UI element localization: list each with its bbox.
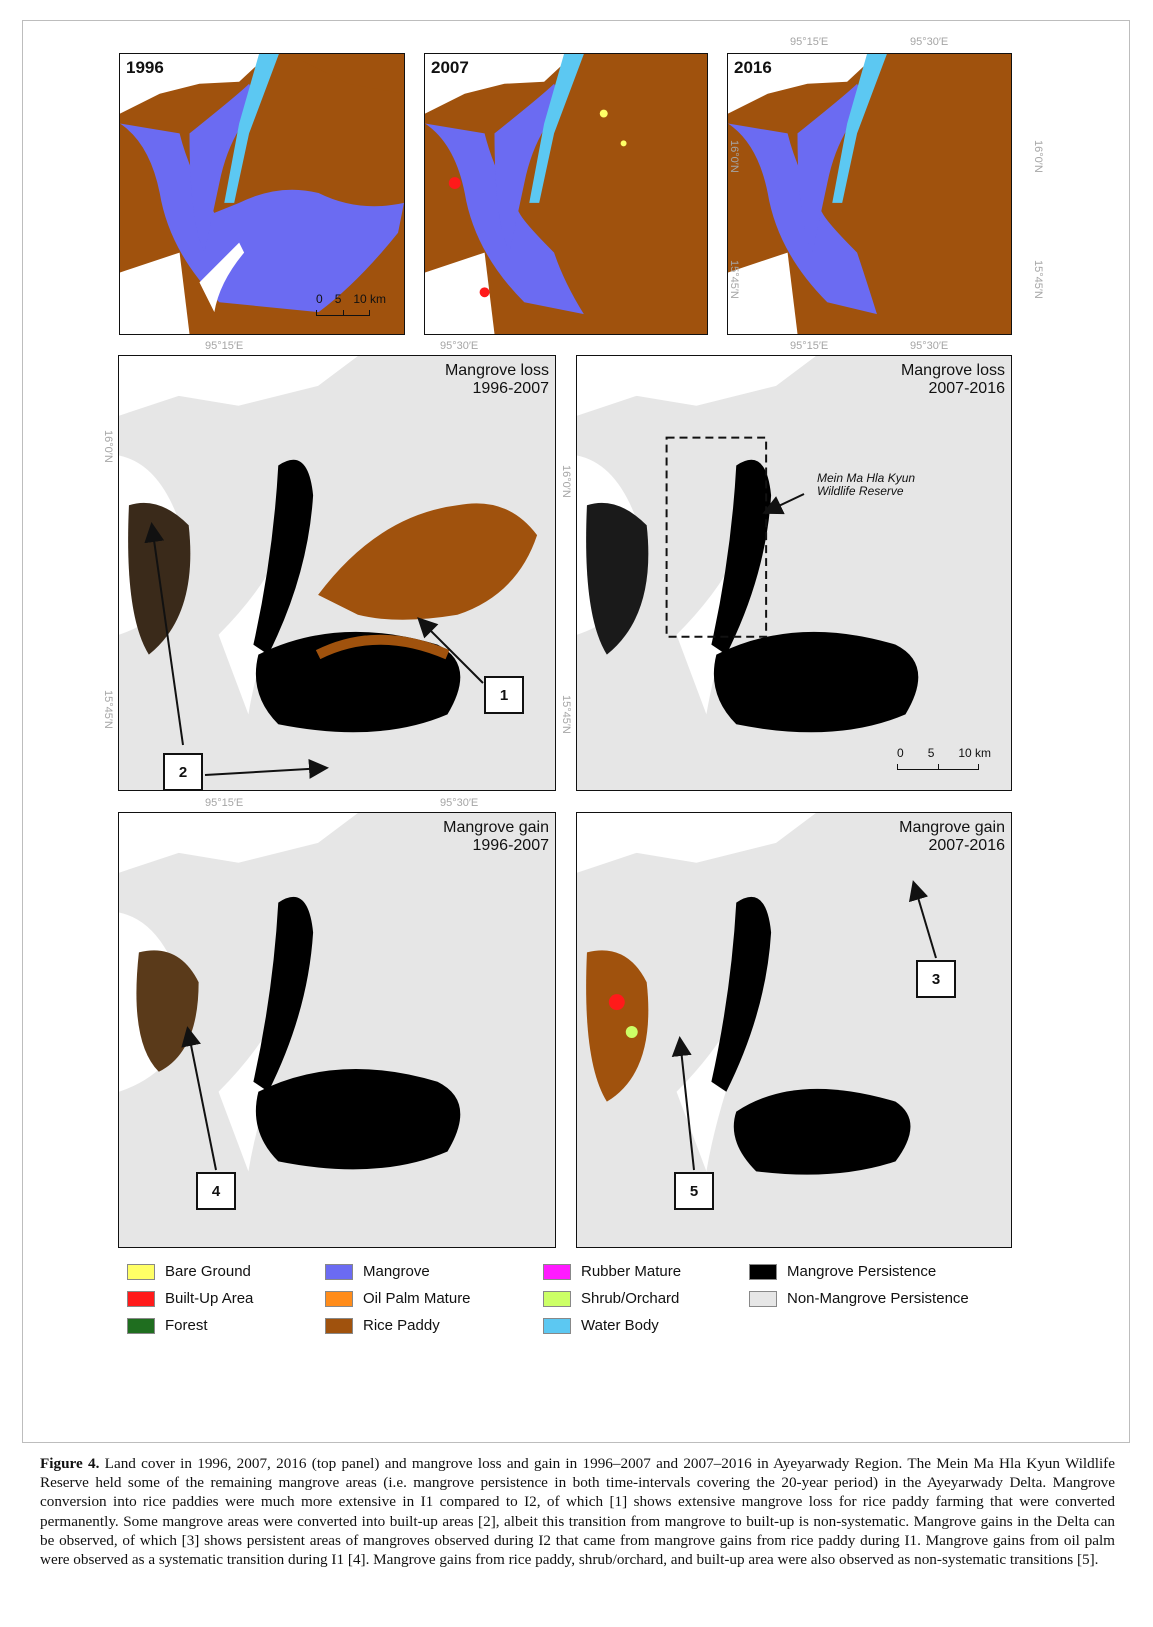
panel-title: Mangrove gain 1996-2007 xyxy=(443,819,549,854)
legend-item: Oil Palm Mature xyxy=(325,1290,471,1307)
lat-label: 16°0′N xyxy=(560,465,572,498)
legend-swatch xyxy=(749,1290,777,1307)
legend-swatch xyxy=(127,1290,155,1307)
legend-swatch xyxy=(325,1317,353,1334)
figure-frame xyxy=(22,20,1130,1443)
lon-label: 95°15′E xyxy=(205,797,244,809)
map-landcover-2016: 2016 xyxy=(727,53,1012,335)
callout-1: 1 xyxy=(484,676,524,714)
lat-label: 15°45′N xyxy=(102,690,114,729)
reserve-label: Mein Ma Hla Kyun Wildlife Reserve xyxy=(817,471,916,498)
panel-title: Mangrove loss 2007-2016 xyxy=(900,362,1005,397)
figure-caption: Figure 4. Land cover in 1996, 2007, 2016… xyxy=(40,1454,1115,1569)
map-landcover-2007: 2007 xyxy=(424,53,708,335)
legend-swatch xyxy=(543,1317,571,1334)
lat-label: 16°0′N xyxy=(102,430,114,463)
map-mangrove-loss-2007-2016: Mangrove loss 2007-2016 Mein Ma Hla Kyun W… xyxy=(576,355,1012,791)
year-label: 2007 xyxy=(431,58,469,77)
legend-item: Built-Up Area xyxy=(127,1290,253,1307)
callout-2: 2 xyxy=(163,753,203,791)
lon-label: 95°15′E xyxy=(790,36,829,48)
legend-swatch xyxy=(127,1263,155,1280)
map-landcover-1996: 1996 0 5 10 km xyxy=(119,53,405,335)
lon-label: 95°15′E xyxy=(790,340,829,352)
legend-item: Forest xyxy=(127,1317,208,1334)
map-mangrove-gain-2007-2016: Mangrove gain 2007-2016 xyxy=(576,812,1012,1248)
scale-bar: 0 5 10 km xyxy=(897,746,991,770)
lon-label: 95°30′E xyxy=(910,36,949,48)
legend-item: Rice Paddy xyxy=(325,1317,440,1334)
legend-swatch xyxy=(325,1290,353,1307)
lat-label: 15°45′N xyxy=(728,260,740,299)
legend-item: Rubber Mature xyxy=(543,1263,681,1280)
caption-label: Figure 4. xyxy=(40,1455,100,1472)
callout-5: 5 xyxy=(674,1172,714,1210)
map-mangrove-loss-1996-2007: Mangrove loss 1996-2007 xyxy=(118,355,556,791)
lon-label: 95°30′E xyxy=(440,797,479,809)
callout-4: 4 xyxy=(196,1172,236,1210)
legend-swatch xyxy=(749,1263,777,1280)
panel-title: Mangrove gain 2007-2016 xyxy=(899,819,1005,854)
map-mangrove-gain-1996-2007: Mangrove gain 1996-2007 xyxy=(118,812,556,1248)
panel-title: Mangrove loss 1996-2007 xyxy=(444,362,549,397)
caption-text: Land cover in 1996, 2007, 2016 (top pane… xyxy=(40,1455,1115,1569)
callout-3: 3 xyxy=(916,960,956,998)
legend-item: Shrub/Orchard xyxy=(543,1290,679,1307)
lon-label: 95°30′E xyxy=(910,340,949,352)
legend-item: Non-Mangrove Persistence xyxy=(749,1290,969,1307)
lat-label: 15°45′N xyxy=(560,695,572,734)
legend-item: Water Body xyxy=(543,1317,659,1334)
lat-label: 15°45′N xyxy=(1032,260,1044,299)
year-label: 1996 xyxy=(126,58,164,77)
legend-swatch xyxy=(543,1290,571,1307)
legend-item: Mangrove xyxy=(325,1263,430,1280)
legend-swatch xyxy=(543,1263,571,1280)
legend-item: Mangrove Persistence xyxy=(749,1263,936,1280)
lat-label: 16°0′N xyxy=(728,140,740,173)
legend-item: Bare Ground xyxy=(127,1263,251,1280)
lon-label: 95°15′E xyxy=(205,340,244,352)
lat-label: 16°0′N xyxy=(1032,140,1044,173)
year-label: 2016 xyxy=(734,58,772,77)
lon-label: 95°30′E xyxy=(440,340,479,352)
scale-bar: 0 5 10 km xyxy=(316,292,386,316)
legend-swatch xyxy=(127,1317,155,1334)
legend-swatch xyxy=(325,1263,353,1280)
